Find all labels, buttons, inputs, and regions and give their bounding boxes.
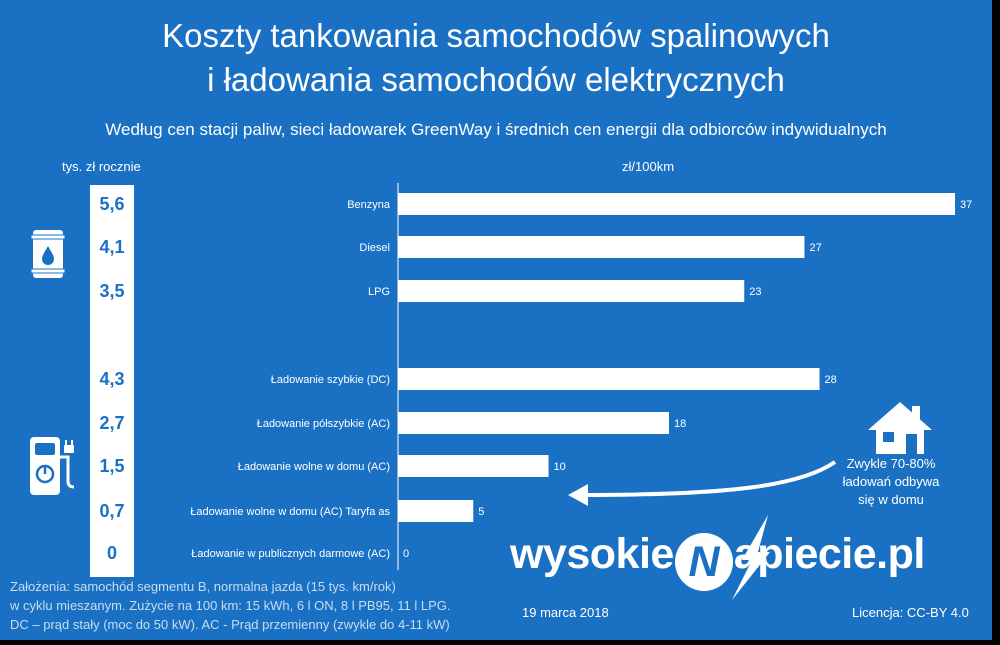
chart-title: Koszty tankowania samochodów spalinowych… (0, 14, 992, 102)
assumptions-line-2: w cyklu mieszanym. Zużycie na 100 km: 15… (10, 598, 451, 613)
value-label-4: 18 (674, 418, 686, 430)
category-label-5: Ładowanie wolne w domu (AC) (238, 461, 390, 473)
category-label-3: Ładowanie szybkie (DC) (271, 374, 390, 386)
title-line-1: Koszty tankowania samochodów spalinowych (162, 17, 830, 54)
bar-6 (398, 500, 474, 522)
annual-cost-3: 4,3 (99, 369, 125, 389)
title-line-2: i ładowania samochodów elektrycznych (207, 61, 785, 98)
category-label-0: Benzyna (347, 199, 391, 211)
bar-2 (398, 280, 745, 302)
logo-lightning-icon (732, 515, 770, 600)
bar-0 (398, 193, 955, 215)
bars-layer: Benzyna 37 Diesel 27 LPG 23 Ładowanie szybkie … (190, 193, 972, 560)
value-label-7: 0 (403, 548, 409, 560)
home-charging-arrow (579, 460, 837, 497)
assumptions-line-1: Założenia: samochód segmentu B, normalna… (10, 579, 396, 594)
assumptions-note: Założenia: samochód segmentu B, normalna… (10, 577, 450, 634)
annual-cost-strip (90, 185, 134, 577)
annual-cost-0: 5,6 (99, 194, 125, 214)
logo-text-2: apiecie.pl (733, 530, 925, 578)
value-label-3: 28 (825, 374, 837, 386)
value-label-0: 37 (960, 199, 972, 211)
annual-cost-6: 0,7 (99, 501, 125, 521)
house-icon (868, 402, 932, 454)
bar-5 (398, 455, 549, 477)
home-charging-arrowhead (568, 484, 588, 506)
category-label-4: Ładowanie półszybkie (AC) (257, 418, 390, 430)
note-line-3: się w domu (858, 492, 924, 507)
category-label-7: Ładowanie w publicznych darmowe (AC) (191, 548, 390, 560)
fuel-barrel-icon (30, 230, 66, 278)
annual-cost-1: 4,1 (99, 237, 125, 257)
value-label-1: 27 (809, 242, 821, 254)
annual-cost-5: 1,5 (99, 456, 125, 476)
category-label-2: LPG (368, 286, 390, 298)
note-line-2: ładowań odbywa (842, 474, 940, 489)
assumptions-line-3: DC – prąd stały (moc do 50 kW). AC - Prą… (10, 617, 450, 632)
ev-charger-icon (30, 437, 75, 495)
license-text: Licencja: CC-BY 4.0 (852, 605, 969, 620)
value-label-5: 10 (554, 461, 566, 473)
bar-4 (398, 412, 669, 434)
annual-cost-2: 3,5 (99, 281, 125, 301)
chart-subtitle: Według cen stacji paliw, sieci ładowarek… (105, 120, 887, 139)
logo-text-1: wysokie (510, 530, 674, 578)
logo-n-badge: N (674, 533, 733, 591)
annual-cost-7: 0 (106, 543, 117, 563)
annual-cost-4: 2,7 (99, 413, 125, 433)
bar-1 (398, 236, 805, 258)
value-label-2: 23 (749, 286, 761, 298)
note-line-1: Zwykle 70-80% (846, 456, 936, 471)
value-label-6: 5 (478, 506, 484, 518)
bar-axis-label: zł/100km (622, 159, 675, 174)
home-charging-note: Zwykle 70-80% ładowań odbywa się w domu (826, 455, 956, 509)
category-label-6: Ładowanie wolne w domu (AC) Taryfa as (190, 506, 390, 518)
annual-cost-column-label: tys. zł rocznie (62, 159, 141, 174)
publication-date: 19 marca 2018 (522, 605, 609, 620)
category-label-1: Diesel (359, 242, 390, 254)
bar-3 (398, 368, 820, 390)
